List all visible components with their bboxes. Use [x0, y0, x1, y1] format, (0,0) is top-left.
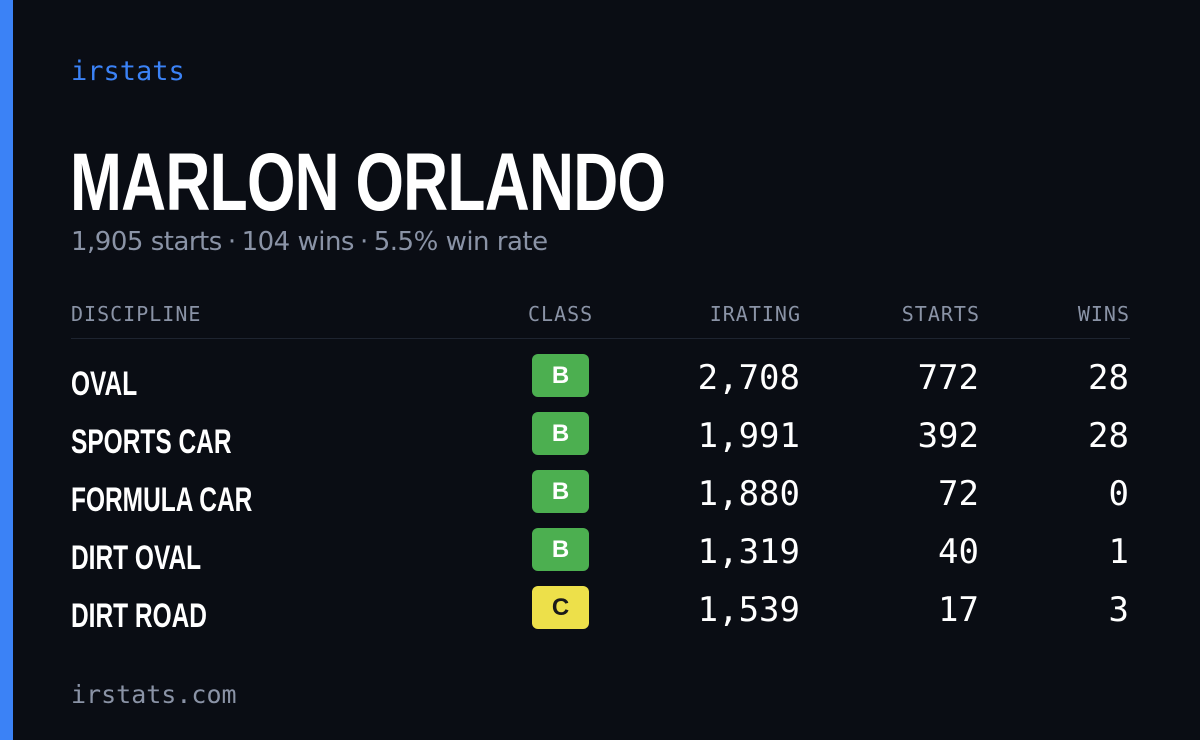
driver-name: MARLON ORLANDO [70, 137, 666, 228]
wins-value: 28 [1088, 358, 1129, 398]
footer-url: irstats.com [71, 680, 237, 709]
class-badge: B [532, 470, 589, 513]
stats-table: OVAL B 2,708 772 28 SPORTS CAR B 1,991 3… [71, 350, 1130, 640]
summary-wins: 104 wins [241, 227, 355, 257]
starts-value: 772 [917, 358, 979, 398]
irating-value: 2,708 [697, 358, 800, 398]
irating-value: 1,539 [697, 590, 800, 630]
table-row: FORMULA CAR B 1,880 72 0 [71, 466, 1130, 524]
table-row: DIRT ROAD C 1,539 17 3 [71, 582, 1130, 640]
table-header: DISCIPLINE CLASS IRATING STARTS WINS [71, 300, 1130, 339]
wins-value: 1 [1108, 532, 1129, 572]
starts-value: 392 [917, 416, 979, 456]
column-header-wins: WINS [1077, 302, 1130, 326]
table-row: SPORTS CAR B 1,991 392 28 [71, 408, 1130, 466]
summary-separator: · [359, 227, 368, 257]
column-header-starts: STARTS [901, 302, 980, 326]
discipline-name: DIRT OVAL [71, 539, 202, 577]
column-header-discipline: DISCIPLINE [71, 302, 202, 326]
column-header-class: CLASS [528, 302, 594, 326]
discipline-name: FORMULA CAR [71, 481, 253, 519]
column-header-irating: IRATING [709, 302, 801, 326]
discipline-name: OVAL [71, 365, 138, 403]
class-badge: B [532, 354, 589, 397]
summary-separator: · [227, 227, 236, 257]
class-badge: B [532, 528, 589, 571]
discipline-name: DIRT ROAD [71, 597, 208, 635]
starts-value: 17 [938, 590, 979, 630]
starts-value: 72 [938, 474, 979, 514]
summary-win-rate: 5.5% win rate [373, 227, 548, 257]
table-row: DIRT OVAL B 1,319 40 1 [71, 524, 1130, 582]
irating-value: 1,991 [697, 416, 800, 456]
starts-value: 40 [938, 532, 979, 572]
irating-value: 1,319 [697, 532, 800, 572]
discipline-name: SPORTS CAR [71, 423, 232, 461]
class-badge: B [532, 412, 589, 455]
table-row: OVAL B 2,708 772 28 [71, 350, 1130, 408]
irating-value: 1,880 [697, 474, 800, 514]
class-badge: C [532, 586, 589, 629]
accent-bar [0, 0, 13, 740]
driver-summary: 1,905 starts · 104 wins · 5.5% win rate [71, 227, 548, 257]
summary-starts: 1,905 starts [71, 227, 222, 257]
wins-value: 0 [1108, 474, 1129, 514]
wins-value: 28 [1088, 416, 1129, 456]
brand-logo: irstats [71, 56, 185, 87]
wins-value: 3 [1108, 590, 1129, 630]
